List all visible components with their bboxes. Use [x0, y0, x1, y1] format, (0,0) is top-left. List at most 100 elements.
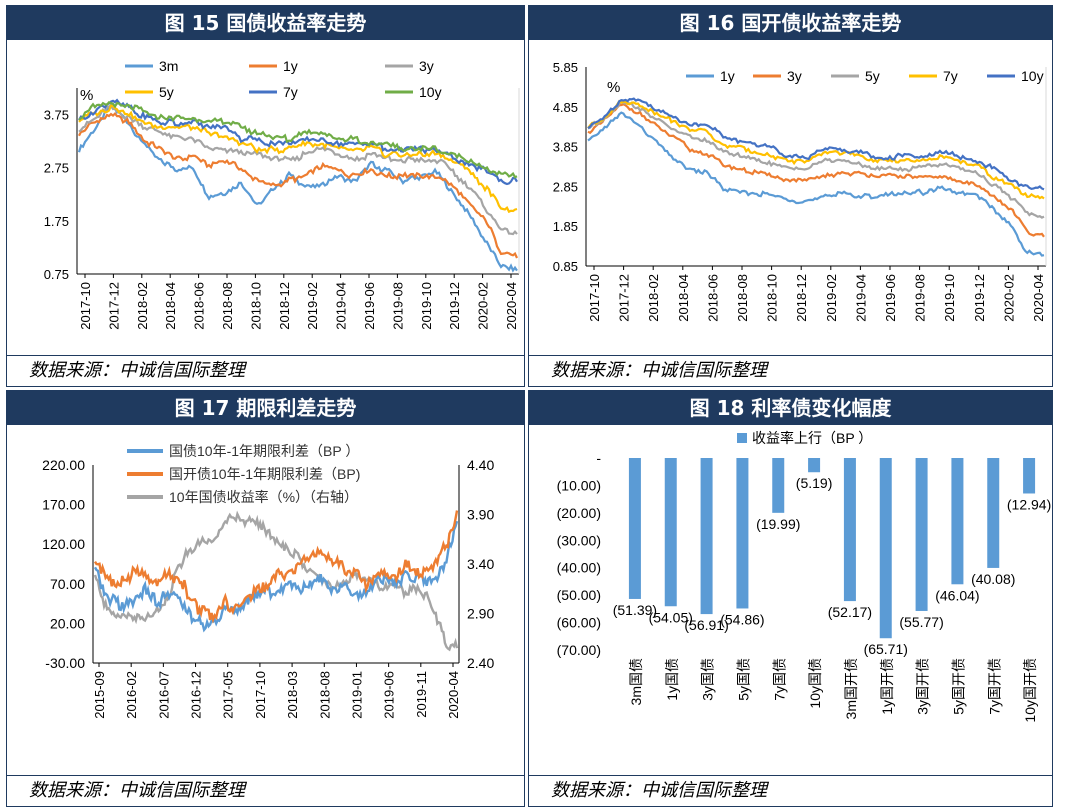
x-tick-label: 2019-02	[305, 282, 320, 330]
x-tick-label: 2016-07	[156, 671, 171, 719]
chart-panel-fig16: 图 16 国开债收益率走势 0.85 1.85 2.85 3.85 4.85 5.85% 2…	[528, 5, 1053, 387]
y-tick-label: 3.85	[553, 140, 578, 155]
series-line-1y	[587, 111, 1045, 257]
series-line-3y	[587, 103, 1045, 238]
legend-label-2: 10年国债收益率（%）（右轴）	[169, 489, 358, 505]
data-label-5y国开债: (46.04)	[935, 587, 979, 603]
bar-3y国债	[700, 458, 713, 615]
legend-label-5y: 5y	[865, 68, 880, 84]
x-tick-label: 2017-10	[587, 274, 602, 322]
data-label-10y国债: (5.19)	[796, 475, 833, 491]
chart-fig17: -30.00 20.00 70.00 120.00 170.00 220.00 2.40 2.…	[42, 443, 494, 719]
x-tick-label: 2018-04	[163, 282, 178, 330]
data-label-3y国债: (56.91)	[684, 617, 728, 633]
x-category-label: 3y国开债	[915, 658, 931, 715]
x-tick-label: 2019-08	[913, 274, 928, 322]
x-tick-label: 2018-10	[765, 274, 780, 322]
x-tick-label: 2019-12	[972, 274, 987, 322]
x-tick-label: 2017-12	[617, 274, 632, 322]
y-tick-label: (40.00)	[557, 560, 601, 576]
legend-label-3y: 3y	[787, 68, 802, 84]
x-tick-label: 2020-04	[446, 671, 461, 719]
data-label-3m国债: (51.39)	[613, 602, 657, 618]
series-line-10y	[587, 97, 1045, 191]
legend-label-10y: 10y	[1021, 68, 1044, 84]
y-tick-label-left: 70.00	[50, 576, 85, 592]
chart-title-fig18: 图 18 利率债变化幅度	[529, 391, 1052, 425]
data-label-10y国开债: (12.94)	[1007, 496, 1051, 512]
data-label-3m国开债: (52.17)	[828, 604, 872, 620]
series-line-0	[93, 520, 459, 633]
x-tick-label: 2018-02	[646, 274, 661, 322]
x-tick-label: 2015-09	[92, 671, 107, 719]
series-line-5y	[78, 104, 518, 214]
y-tick-label: -	[596, 450, 601, 466]
legend-label-3m: 3m	[159, 58, 178, 74]
x-tick-label: 2019-06	[362, 282, 377, 330]
x-tick-label: 2018-02	[135, 282, 150, 330]
x-category-label: 7y国开债	[986, 658, 1002, 715]
y-tick-label-right: 3.90	[467, 507, 494, 523]
x-tick-label: 2019-10	[419, 282, 434, 330]
series-line-3y	[78, 104, 518, 236]
y-tick-label: 2.85	[553, 179, 578, 194]
x-tick-label: 2017-10	[253, 671, 268, 719]
x-category-label: 10y国债	[807, 658, 823, 709]
series-line-5y	[587, 100, 1045, 219]
y-tick-label: 3.75	[44, 108, 69, 123]
y-tick-label-right: 2.90	[467, 606, 494, 622]
legend-label-1y: 1y	[283, 58, 298, 74]
x-tick-label: 2016-02	[124, 671, 139, 719]
x-tick-label: 2020-04	[1031, 274, 1046, 322]
y-tick-label-right: 3.40	[467, 556, 494, 572]
source-note-fig16: 数据来源：中诚信国际整理	[529, 355, 1052, 386]
chart-fig16: 0.85 1.85 2.85 3.85 4.85 5.85% 2017-10 2017-12 2…	[553, 60, 1047, 322]
bar-5y国开债	[951, 458, 964, 585]
legend-label-1y: 1y	[720, 68, 735, 84]
legend-label-10y: 10y	[419, 84, 442, 100]
y-tick-label-left: 120.00	[42, 536, 85, 552]
x-tick-label: 2019-12	[447, 282, 462, 330]
unit-label: %	[80, 87, 93, 104]
data-label-1y国开债: (65.71)	[864, 641, 908, 657]
x-tick-label: 2019-01	[349, 671, 364, 719]
x-tick-label: 2019-02	[824, 274, 839, 322]
x-tick-label: 2019-04	[334, 282, 349, 330]
x-tick-label: 2018-03	[285, 671, 300, 719]
series-line-1y	[78, 111, 519, 259]
x-tick-label: 2018-12	[277, 282, 292, 330]
chart-fig18: - (10.00) (20.00) (30.00) (40.00) (50.00) (60.…	[557, 430, 1052, 723]
y-tick-label-left: 220.00	[42, 457, 85, 473]
y-tick-label: 1.75	[44, 214, 69, 229]
source-note-fig18: 数据来源：中诚信国际整理	[529, 775, 1052, 806]
x-tick-label: 2019-10	[942, 274, 957, 322]
x-tick-label: 2018-06	[192, 282, 207, 330]
y-tick-label: 4.85	[553, 100, 578, 115]
y-tick-label-left: -30.00	[45, 655, 85, 671]
x-category-label: 10y国开债	[1022, 658, 1038, 723]
series-line-7y	[587, 99, 1045, 200]
x-category-label: 3m国开债	[843, 658, 859, 719]
bar-3m国开债	[843, 458, 856, 602]
bar-5y国债	[736, 458, 749, 609]
y-tick-label: 5.85	[553, 60, 578, 75]
y-tick-label: (30.00)	[557, 532, 601, 548]
x-tick-label: 2020-02	[476, 282, 491, 330]
x-category-label: 1y国债	[664, 658, 680, 701]
series-line-3m	[77, 102, 518, 273]
legend-label: 收益率上行（BP ）	[752, 430, 872, 446]
x-category-label: 5y国开债	[950, 658, 966, 715]
data-label-7y国开债: (40.08)	[971, 571, 1015, 587]
y-tick-label: (10.00)	[557, 477, 601, 493]
data-label-5y国债: (54.86)	[720, 611, 764, 627]
legend-label-7y: 7y	[943, 68, 958, 84]
x-tick-label: 2020-04	[504, 282, 519, 330]
y-tick-label: (50.00)	[557, 587, 601, 603]
y-tick-label-right: 2.40	[467, 655, 494, 671]
x-tick-label: 2020-02	[1001, 274, 1016, 322]
bar-7y国债	[772, 458, 785, 513]
x-tick-label: 2018-08	[735, 274, 750, 322]
chart-panel-fig18: 图 18 利率债变化幅度 - (10.00) (20.00) (30.00) (40.0…	[528, 390, 1053, 807]
y-tick-label: (70.00)	[557, 642, 601, 658]
x-tick-label: 2019-11	[414, 671, 429, 718]
